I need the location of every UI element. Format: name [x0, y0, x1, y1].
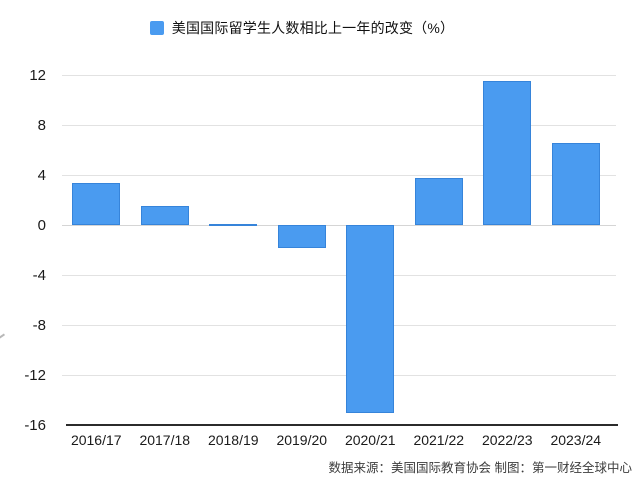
x-axis-tick-label: 2020/21 [344, 432, 396, 448]
x-axis-tick-label: 2018/19 [207, 432, 259, 448]
x-axis-tick-label: 2016/17 [70, 432, 122, 448]
x-axis-tick-label: 2017/18 [139, 432, 191, 448]
zero-gridline [62, 225, 616, 226]
gridline [62, 275, 616, 276]
gridline [62, 175, 616, 176]
bar-2021-22 [414, 177, 463, 225]
x-axis-tick-label: 2019/20 [276, 432, 328, 448]
bar-2017-18 [140, 206, 189, 225]
y-axis-tick-label: -12 [24, 367, 46, 384]
y-axis-tick-label: -4 [32, 267, 46, 284]
plot-area: 12 8 4 0 -4 -8 -12 -16 2016/17 2017/18 2018/19 2019… [24, 68, 618, 448]
x-axis-tick-label: 2021/22 [413, 432, 465, 448]
x-axis-tick-label: 2022/23 [481, 432, 533, 448]
x-axis-line [66, 424, 618, 426]
y-axis-tick-label: 4 [37, 167, 46, 184]
bar-2019-20 [277, 225, 326, 248]
bar-2018-19 [209, 223, 258, 226]
gridline [62, 325, 616, 326]
bar-2020-21 [346, 225, 395, 413]
y-axis-tick-label: 12 [29, 67, 46, 84]
y-axis-tick-label: -8 [32, 317, 46, 334]
legend-swatch [149, 21, 164, 35]
x-axis-tick-label: 2023/24 [550, 432, 602, 448]
gridline [62, 125, 616, 126]
bar-2023-24 [551, 142, 600, 225]
y-axis-tick-label: 8 [37, 117, 46, 134]
bar-2022-23 [483, 81, 532, 225]
y-axis-tick-label: -16 [24, 417, 46, 434]
legend-label: 美国国际留学生人数相比上一年的改变（%） [171, 20, 455, 36]
source-note: 数据来源：美国国际教育协会 制图：第一财经全球中心 [328, 461, 632, 475]
y-axis-tick-label: 0 [37, 217, 46, 234]
gridline [62, 375, 616, 376]
gridline [62, 75, 616, 76]
left-edge-cropped-mark [0, 333, 6, 339]
bar-2016-17 [72, 182, 121, 225]
chart-legend: 美国国际留学生人数相比上一年的改变（%） [0, 18, 604, 38]
